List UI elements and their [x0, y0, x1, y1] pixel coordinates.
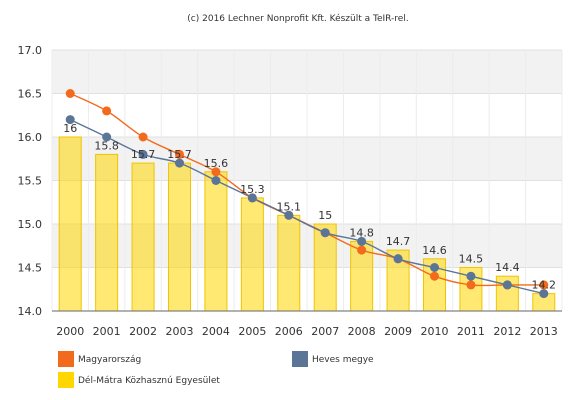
point-magyarorsz-g-2002[interactable]	[138, 132, 148, 142]
data-label-2007: 15	[318, 209, 332, 222]
legend-swatch-magyarorsz-g	[58, 351, 74, 367]
point-heves-megye-2006[interactable]	[284, 210, 294, 220]
x-tick-label-2005: 2005	[238, 325, 266, 338]
point-heves-megye-2011[interactable]	[466, 271, 476, 281]
point-magyarorsz-g-2000[interactable]	[65, 89, 75, 98]
point-heves-megye-2013[interactable]	[539, 289, 549, 299]
x-tick-label-2004: 2004	[202, 325, 230, 338]
x-tick-label-2007: 2007	[311, 325, 339, 338]
bar-2005[interactable]	[240, 197, 264, 312]
data-label-2013: 14.2	[532, 279, 557, 292]
data-label-2009: 14.7	[386, 235, 411, 248]
bar-2001[interactable]	[95, 153, 119, 312]
data-label-2003: 15.7	[167, 148, 192, 161]
y-tick-label: 15.0	[18, 218, 43, 231]
legend-swatch-d-l-m-tra-k-zhaszn-egyes-let	[58, 372, 74, 388]
x-tick-label-2003: 2003	[166, 325, 194, 338]
line-series	[65, 89, 549, 299]
data-label-2006: 15.1	[277, 200, 302, 213]
point-heves-megye-2001[interactable]	[102, 132, 112, 142]
x-tick-label-2011: 2011	[457, 325, 485, 338]
x-tick-label-2001: 2001	[93, 325, 121, 338]
y-tick-label: 15.5	[18, 175, 43, 188]
x-tick-label-2010: 2010	[421, 325, 449, 338]
legend-swatch-heves-megye	[292, 351, 308, 367]
point-heves-megye-2009[interactable]	[393, 254, 403, 264]
point-heves-megye-2004[interactable]	[211, 176, 221, 185]
bar-2000[interactable]	[58, 136, 82, 312]
point-heves-megye-2008[interactable]	[357, 236, 367, 246]
point-heves-megye-2012[interactable]	[502, 280, 512, 290]
y-tick-label: 17.0	[18, 44, 43, 57]
bar-2006[interactable]	[277, 214, 301, 312]
data-label-2004: 15.6	[204, 157, 229, 170]
y-tick-label: 14.0	[18, 305, 43, 318]
data-label-2008: 14.8	[349, 226, 374, 239]
point-heves-megye-2002[interactable]	[138, 149, 148, 159]
axes: 14.0 14.5 15.0 15.5 16.0 16.5 17.0 2000 2001 2002…	[18, 44, 562, 338]
data-label-2005: 15.3	[240, 183, 265, 196]
point-heves-megye-2007[interactable]	[320, 228, 330, 238]
point-magyarorsz-g-2011[interactable]	[466, 280, 476, 290]
point-magyarorsz-g-2004[interactable]	[211, 167, 221, 177]
x-tick-label-2009: 2009	[384, 325, 412, 338]
point-heves-megye-2010[interactable]	[430, 263, 439, 272]
point-magyarorsz-g-2008[interactable]	[357, 245, 367, 255]
data-label-2010: 14.6	[422, 244, 447, 257]
bar-2003[interactable]	[168, 162, 191, 312]
x-tick-label-2006: 2006	[275, 325, 303, 338]
point-magyarorsz-g-2001[interactable]	[102, 106, 112, 116]
data-label-2011: 14.5	[459, 253, 484, 266]
point-magyarorsz-g-2010[interactable]	[430, 271, 439, 281]
y-tick-label: 16.5	[18, 88, 43, 101]
legend-label-heves-megye[interactable]: Heves megye	[312, 355, 374, 365]
bar-2002[interactable]	[131, 162, 155, 312]
bar-series	[58, 136, 556, 312]
legend-label-magyarorsz-g[interactable]: Magyarország	[78, 355, 141, 365]
credit-text: (c) 2016 Lechner Nonprofit Kft. Készült …	[187, 13, 408, 24]
x-tick-label-2013: 2013	[530, 325, 558, 338]
data-label-2000: 16	[63, 122, 77, 135]
legend-label-d-l-m-tra-k-zhaszn-egyes-let[interactable]: Dél-Mátra Közhasznú Egyesület	[78, 375, 220, 386]
x-tick-label-2008: 2008	[348, 325, 376, 338]
data-label-2012: 14.4	[495, 261, 520, 274]
point-magyarorsz-g-2013[interactable]	[539, 280, 549, 290]
y-tick-label: 16.0	[18, 131, 43, 144]
legend: Magyarország Heves megye Dél-Mátra Közhasz…	[58, 351, 374, 388]
data-labels: 16 15.8 15.7 15.7 15.6 15.3 15.1 15 14.8 14.7 14.6…	[63, 122, 556, 292]
x-tick-label-2000: 2000	[56, 325, 84, 338]
point-heves-megye-2000[interactable]	[65, 115, 75, 125]
point-magyarorsz-g-2003[interactable]	[175, 149, 184, 159]
x-tick-label-2002: 2002	[129, 325, 157, 338]
x-tick-label-2012: 2012	[493, 325, 521, 338]
point-heves-megye-2005[interactable]	[247, 193, 257, 203]
point-heves-megye-2003[interactable]	[175, 158, 184, 168]
data-label-2002: 15.7	[131, 148, 156, 161]
y-tick-label: 14.5	[18, 262, 43, 275]
bar-2004[interactable]	[204, 171, 228, 312]
data-label-2001: 15.8	[94, 139, 119, 152]
